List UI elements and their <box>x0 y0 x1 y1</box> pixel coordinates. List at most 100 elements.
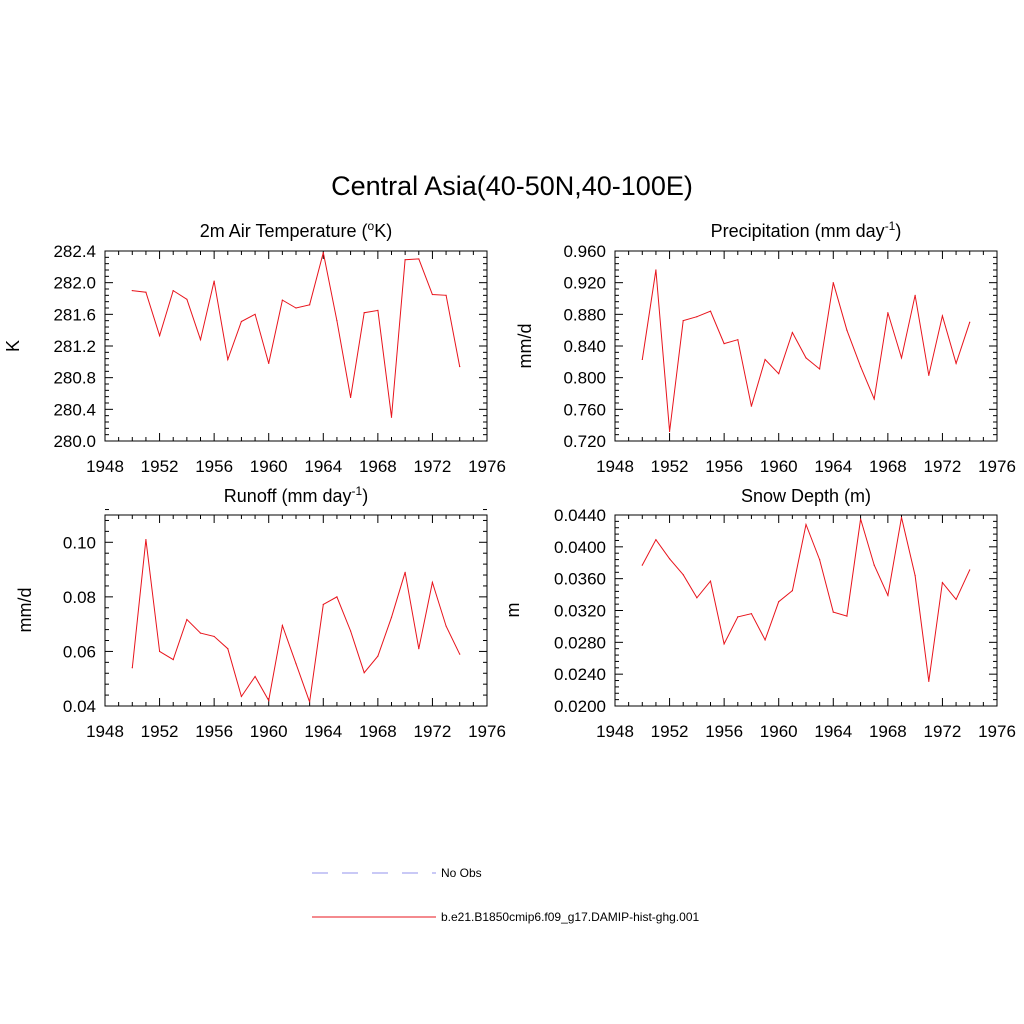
panel-title: Precipitation (mm day-1) <box>711 219 902 241</box>
data-point <box>459 653 461 655</box>
data-point <box>682 574 684 576</box>
data-point <box>832 282 834 284</box>
panel-title-end: ) <box>362 486 368 506</box>
x-tick-label: 1968 <box>359 457 397 476</box>
x-tick-label: 1976 <box>468 722 506 741</box>
data-point <box>928 680 930 682</box>
data-point <box>846 329 848 331</box>
data-point <box>445 294 447 296</box>
data-point <box>941 315 944 317</box>
data-point <box>819 368 821 370</box>
x-tick-label: 1960 <box>250 722 288 741</box>
y-tick-label: 0.0400 <box>554 538 606 557</box>
data-point <box>131 667 133 669</box>
data-point <box>199 632 202 634</box>
legend: No Obs b.e21.B1850cmip6.f09_g17.DAMIP-hi… <box>312 866 699 924</box>
data-point <box>709 580 712 582</box>
data-point <box>254 313 256 315</box>
y-tick-label: 0.08 <box>63 588 96 607</box>
data-point <box>819 558 821 561</box>
x-tick-label: 1976 <box>978 722 1016 741</box>
data-point <box>145 538 147 541</box>
x-tick-label: 1972 <box>924 722 962 741</box>
data-point <box>723 643 725 645</box>
legend-label-model: b.e21.B1850cmip6.f09_g17.DAMIP-hist-ghg.… <box>441 910 699 924</box>
y-tick-label: 0.0240 <box>554 665 606 684</box>
x-tick-label: 1964 <box>814 722 852 741</box>
data-point <box>199 339 202 341</box>
data-point <box>309 304 311 306</box>
data-point <box>696 316 698 318</box>
data-point <box>213 280 215 282</box>
data-point <box>336 320 338 322</box>
x-tick-label: 1952 <box>141 457 179 476</box>
data-point <box>268 362 270 365</box>
y-axis-label: mm/d <box>15 588 35 633</box>
data-point <box>859 518 862 520</box>
y-tick-label: 280.4 <box>53 400 96 419</box>
data-point <box>445 625 447 627</box>
data-point <box>859 365 862 368</box>
data-point <box>723 343 725 345</box>
panel-title-sup: -1 <box>352 484 363 498</box>
panel-snow-depth: Snow Depth (m) m 1948 1952 1956 1960 1964 196… <box>503 486 1016 741</box>
data-point <box>431 581 434 583</box>
x-tick-label: 1948 <box>596 722 634 741</box>
x-tick-label: 1964 <box>304 722 342 741</box>
data-point <box>682 320 684 322</box>
data-point <box>186 298 188 300</box>
data-point <box>805 357 807 359</box>
data-point <box>131 289 133 292</box>
data-point <box>377 655 379 657</box>
y-tick-label: 0.760 <box>563 400 606 419</box>
data-point <box>873 398 875 400</box>
panel-title-sup: -1 <box>885 219 896 233</box>
data-point <box>158 335 161 337</box>
y-tick-label: 0.0280 <box>554 633 606 652</box>
plot-frame <box>104 514 488 707</box>
data-point <box>227 358 229 361</box>
plot-frame <box>614 514 998 707</box>
data-point <box>418 258 420 260</box>
y-axis-label: K <box>3 340 23 352</box>
data-point <box>240 320 243 323</box>
y-axis-label: mm/d <box>515 324 535 369</box>
series-line <box>641 517 971 682</box>
data-point <box>295 663 297 665</box>
data-point <box>268 699 270 702</box>
series-line <box>641 269 971 432</box>
data-point <box>322 251 324 254</box>
data-point <box>349 396 352 399</box>
y-tick-label: 281.2 <box>53 337 96 356</box>
data-point <box>778 601 780 603</box>
data-point <box>240 695 243 698</box>
plot-frame <box>104 250 488 442</box>
data-point <box>709 310 712 312</box>
x-tick-label: 1964 <box>814 457 852 476</box>
data-point <box>641 564 643 566</box>
x-tick-label: 1972 <box>414 722 452 741</box>
data-point <box>655 269 657 271</box>
x-tick-label: 1976 <box>978 457 1016 476</box>
data-point <box>941 582 944 584</box>
data-point <box>928 374 930 376</box>
data-point <box>390 616 393 618</box>
data-point <box>186 618 188 621</box>
data-point <box>778 373 780 375</box>
panel-title-text: 2m Air Temperature ( <box>200 221 368 241</box>
data-point <box>213 635 215 638</box>
data-point <box>404 571 406 573</box>
y-tick-label: 0.880 <box>563 305 606 324</box>
panel-precipitation: Precipitation (mm day-1) mm/d 1948 1952 19… <box>515 219 1016 476</box>
data-point <box>295 307 297 309</box>
x-tick-label: 1960 <box>250 457 288 476</box>
x-tick-label: 1964 <box>304 457 342 476</box>
x-tick-label: 1968 <box>869 457 907 476</box>
data-point <box>969 321 971 323</box>
panel-title: 2m Air Temperature (oK) <box>200 219 392 241</box>
data-point <box>281 299 283 301</box>
x-tick-label: 1956 <box>195 457 233 476</box>
y-tick-label: 0.06 <box>63 642 96 661</box>
data-point <box>309 701 311 703</box>
